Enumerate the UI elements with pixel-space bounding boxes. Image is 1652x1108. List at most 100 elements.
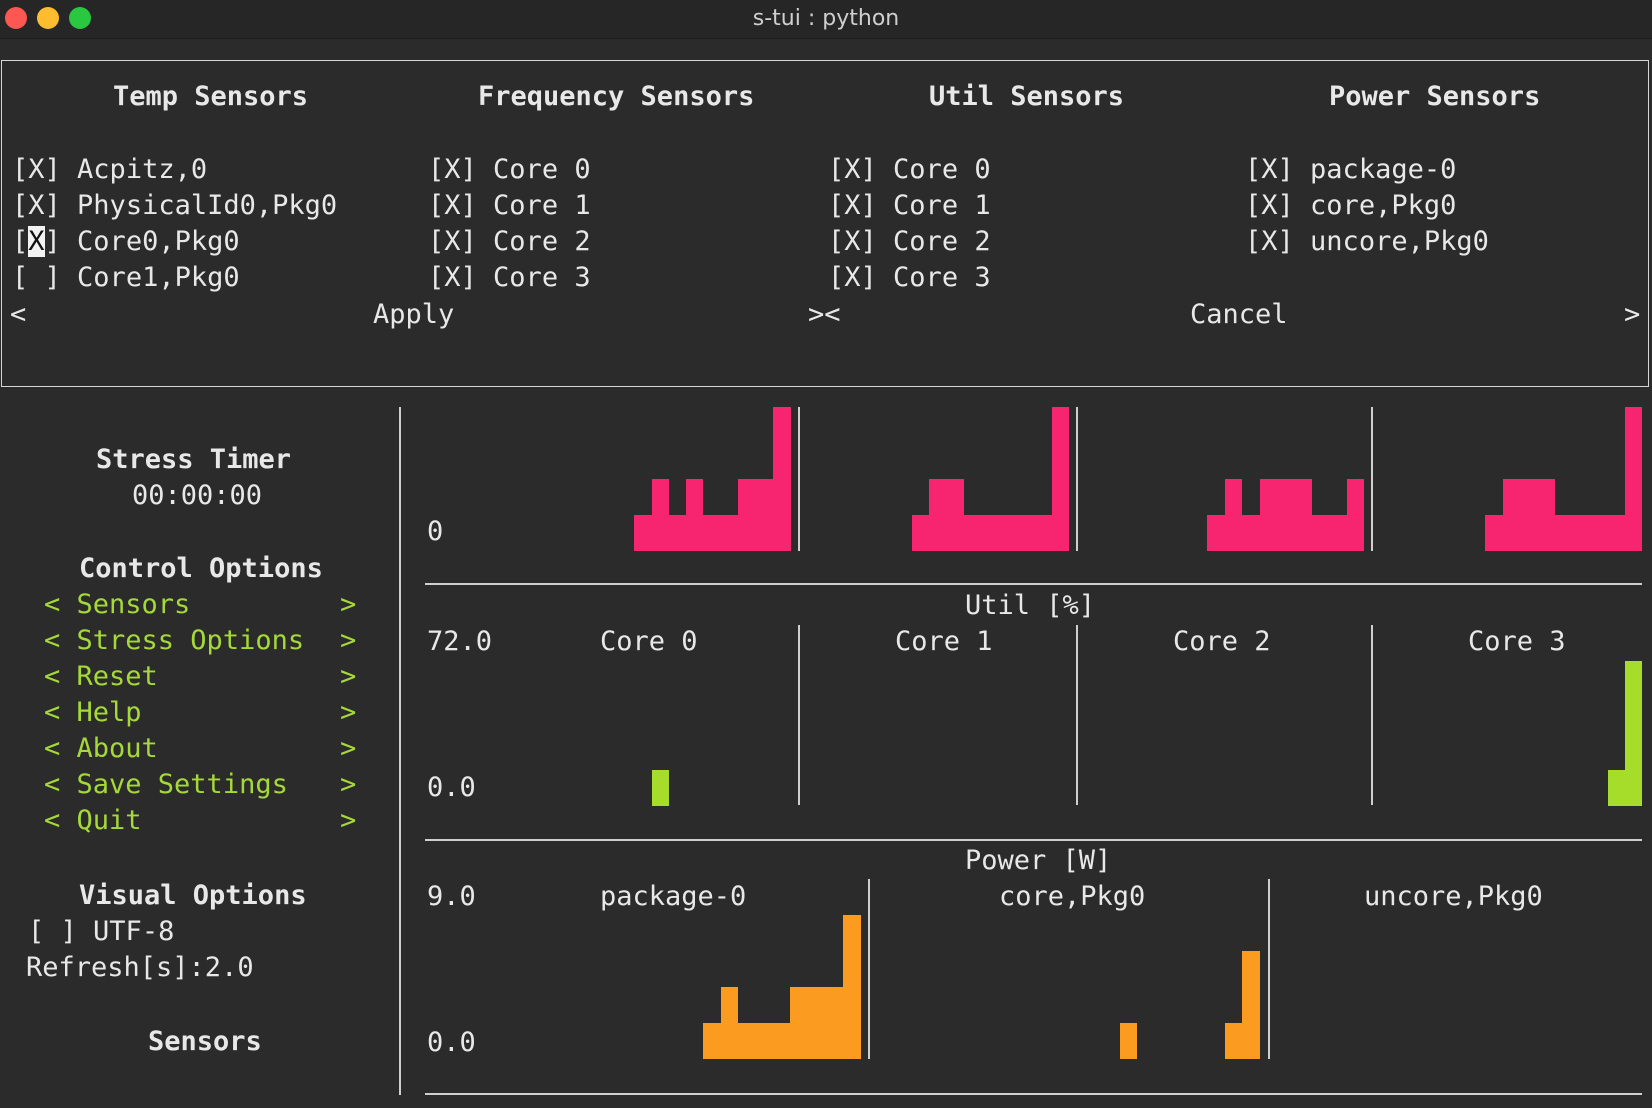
window-title: s-tui : python	[752, 6, 900, 31]
power-graph-bar	[1120, 1023, 1137, 1059]
util-panel-core-3-label: Core 3	[1468, 626, 1566, 657]
cancel-button-bracket[interactable]: >	[1624, 299, 1641, 330]
graph-panel-divider	[868, 879, 870, 1059]
power-panel-package-0-label: package-0	[600, 881, 747, 912]
quit-menu-item[interactable]: < Quit	[44, 805, 142, 836]
about-menu-item[interactable]: < About	[44, 733, 158, 764]
power-graph-bar	[738, 1023, 790, 1059]
power-panel-uncore-pkg0-label: uncore,Pkg0	[1364, 881, 1543, 912]
refresh-rate-field[interactable]: Refresh[s]:2.0	[26, 952, 254, 983]
top-graph-bar	[1260, 479, 1312, 551]
util-sensor-checkbox[interactable]: [X] Core 2	[828, 226, 991, 257]
power-panel-core-pkg0-label: core,Pkg0	[999, 881, 1146, 912]
frequency-sensor-checkbox[interactable]: [X] Core 2	[428, 226, 591, 257]
stress-options-menu-item[interactable]: < Stress Options	[44, 625, 305, 656]
top-graph-bar	[1225, 479, 1242, 551]
graph-panel-divider	[1371, 407, 1373, 551]
util-sensor-checkbox[interactable]: [X] Core 0	[828, 154, 991, 185]
top-graph-bar	[634, 515, 652, 551]
graph-panel-divider	[1268, 879, 1270, 1059]
temp-sensor-checkbox[interactable]: [ ] Core1,Pkg0	[12, 262, 240, 293]
util-graph-bar	[1625, 661, 1642, 806]
top-graph-bar	[1503, 479, 1555, 551]
power-graph-bar	[703, 1023, 721, 1059]
util-panel-core-1-label: Core 1	[895, 626, 993, 657]
top-graph-y-min-label: 0	[427, 516, 444, 547]
top-graph-bar	[1485, 515, 1503, 551]
utf8-checkbox[interactable]: [ ] UTF-8	[28, 916, 175, 947]
sensors-menu-item-end[interactable]: >	[340, 589, 357, 620]
temp-sensors-title: Temp Sensors	[113, 81, 309, 112]
top-graph-bar	[1347, 479, 1364, 551]
top-graph-bar	[669, 515, 686, 551]
top-graph-bar	[1242, 515, 1260, 551]
graph-row-separator	[425, 583, 1642, 585]
reset-menu-item[interactable]: < Reset	[44, 661, 158, 692]
button-separator: ><	[808, 299, 841, 330]
temp-sensor-checkbox[interactable]: [X] PhysicalId0,Pkg0	[12, 190, 338, 221]
top-graph-bar	[686, 479, 703, 551]
zoom-window-button[interactable]	[69, 7, 91, 29]
apply-button-bracket[interactable]: <	[10, 299, 27, 330]
frequency-sensor-checkbox[interactable]: [X] Core 0	[428, 154, 591, 185]
quit-menu-item-end[interactable]: >	[340, 805, 357, 836]
power-graph-bar	[790, 987, 843, 1059]
temp-sensor-checkbox[interactable]: [X] Acpitz,0	[12, 154, 208, 185]
util-graph-y-max-label: 72.0	[427, 626, 493, 657]
graph-row-separator	[425, 839, 1642, 841]
top-graph-bar	[1207, 515, 1225, 551]
graph-row-separator	[425, 1093, 1642, 1095]
cancel-button[interactable]: Cancel	[1190, 299, 1288, 330]
power-sensor-checkbox[interactable]: [X] core,Pkg0	[1245, 190, 1457, 221]
power-sensor-checkbox[interactable]: [X] uncore,Pkg0	[1245, 226, 1489, 257]
graph-panel-divider	[1371, 625, 1373, 805]
top-graph-bar	[1625, 407, 1642, 551]
power-graph-bar	[721, 987, 738, 1059]
frequency-sensor-checkbox[interactable]: [X] Core 3	[428, 262, 591, 293]
window-titlebar: s-tui : python	[0, 0, 1652, 39]
about-menu-item-end[interactable]: >	[340, 733, 357, 764]
top-graph-bar	[929, 479, 964, 551]
stress-options-menu-item-end[interactable]: >	[340, 625, 357, 656]
close-window-button[interactable]	[5, 7, 27, 29]
visual-options-title: Visual Options	[79, 880, 307, 911]
help-menu-item[interactable]: < Help	[44, 697, 142, 728]
temp-sensor-checkbox-focused[interactable]: [X] Core0,Pkg0	[12, 226, 240, 257]
graph-panel-divider	[1076, 407, 1078, 551]
frequency-sensors-title: Frequency Sensors	[478, 81, 755, 112]
sensors-menu-item[interactable]: < Sensors	[44, 589, 191, 620]
power-sensors-title: Power Sensors	[1329, 81, 1541, 112]
util-graph-bar	[1608, 770, 1625, 806]
util-sensor-checkbox[interactable]: [X] Core 3	[828, 262, 991, 293]
top-graph-bar	[1555, 515, 1625, 551]
text-cursor: X	[28, 226, 45, 257]
save-settings-menu-item[interactable]: < Save Settings	[44, 769, 288, 800]
util-sensor-checkbox[interactable]: [X] Core 1	[828, 190, 991, 221]
power-graph-title: Power [W]	[965, 845, 1112, 876]
util-panel-core-0-label: Core 0	[600, 626, 698, 657]
util-sensors-title: Util Sensors	[929, 81, 1125, 112]
sidebar-divider	[399, 407, 401, 1095]
minimize-window-button[interactable]	[37, 7, 59, 29]
save-settings-menu-item-end[interactable]: >	[340, 769, 357, 800]
util-graph-title: Util [%]	[965, 590, 1096, 621]
power-sensor-checkbox[interactable]: [X] package-0	[1245, 154, 1457, 185]
power-graph-bar	[843, 915, 861, 1059]
top-graph-bar	[738, 479, 773, 551]
top-graph-bar	[703, 515, 738, 551]
util-graph-y-min-label: 0.0	[427, 772, 476, 803]
sensors-section-title: Sensors	[148, 1026, 262, 1057]
stress-timer-title: Stress Timer	[96, 444, 292, 475]
util-graph-bar	[652, 770, 669, 806]
help-menu-item-end[interactable]: >	[340, 697, 357, 728]
power-graph-bar	[1225, 1023, 1242, 1059]
graph-panel-divider	[1076, 625, 1078, 805]
sensor-selection-dialog	[1, 60, 1649, 387]
control-options-title: Control Options	[79, 553, 323, 584]
top-graph-bar	[964, 515, 1052, 551]
graph-panel-divider	[798, 407, 800, 551]
reset-menu-item-end[interactable]: >	[340, 661, 357, 692]
frequency-sensor-checkbox[interactable]: [X] Core 1	[428, 190, 591, 221]
apply-button[interactable]: Apply	[373, 299, 455, 330]
top-graph-bar	[912, 515, 929, 551]
